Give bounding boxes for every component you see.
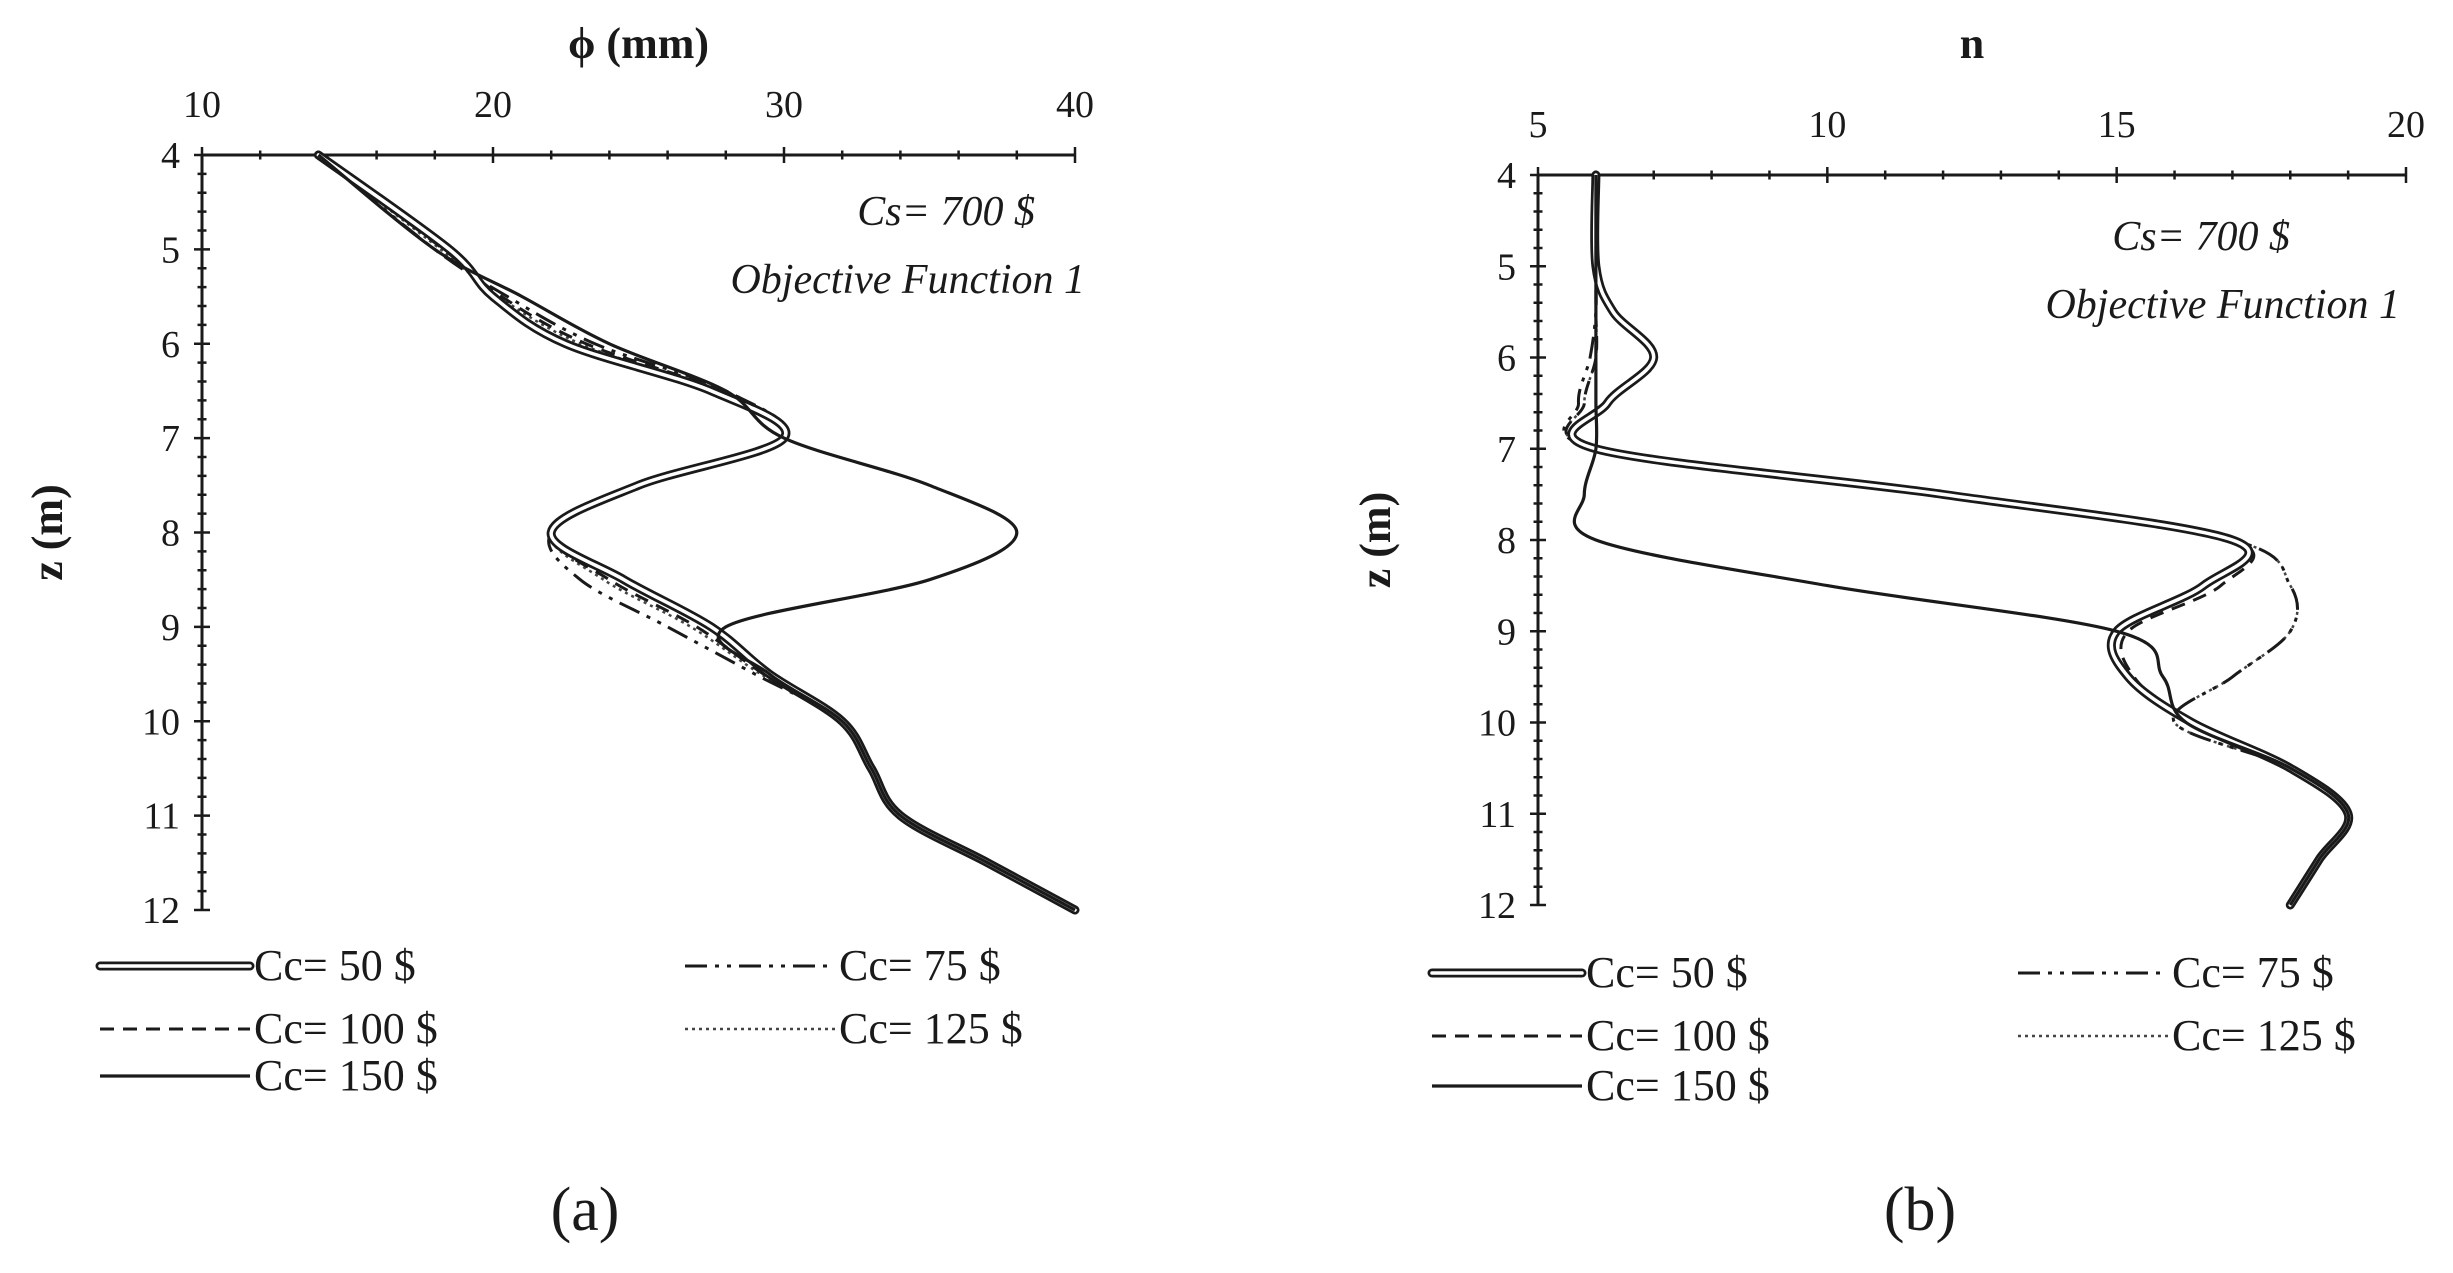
chartb-legend-label-cc50: Cc= 50 $	[1586, 948, 1748, 997]
charta-series-cc150	[317, 153, 1076, 912]
charta-legend-label-cc75: Cc= 75 $	[839, 941, 1001, 990]
charta-y-tick-label: 9	[161, 607, 180, 649]
chartb-x-tick-label: 20	[2387, 104, 2425, 146]
chartb-y-tick-label: 7	[1497, 429, 1516, 471]
charta-y-tick-label: 12	[142, 890, 180, 932]
chartb-series-cc150	[1572, 174, 2351, 906]
charta-x-axis-title: ϕ (mm)	[568, 19, 709, 68]
chartb-legend-label-cc100: Cc= 100 $	[1586, 1011, 1770, 1060]
charta-legend-label-cc100: Cc= 100 $	[254, 1004, 438, 1053]
charta-y-tick-label: 4	[161, 135, 180, 177]
charta-legend-label-cc150: Cc= 150 $	[254, 1051, 438, 1100]
chartb-y-tick-label: 6	[1497, 338, 1516, 380]
charta-x-tick-label: 40	[1056, 84, 1094, 126]
charta-annotation-objective: Objective Function 1	[730, 257, 1085, 303]
charta-panel-label: (a)	[551, 1176, 620, 1244]
charta-y-axis-title: z (m)	[23, 484, 72, 581]
charta-x-tick-label: 20	[474, 84, 512, 126]
chartb-annotation-objective: Objective Function 1	[2045, 282, 2400, 328]
chartb-y-tick-label: 9	[1497, 611, 1516, 653]
charta-y-tick-label: 5	[161, 229, 180, 271]
charta-x-tick-label: 30	[765, 84, 803, 126]
chartb-annotation-cost: Cs= 700 $	[2112, 214, 2290, 260]
charta-y-tick-label: 10	[142, 701, 180, 743]
chartb-x-tick-label: 10	[1808, 104, 1846, 146]
chartb-x-tick-label: 15	[2098, 104, 2136, 146]
charta-y-tick-label: 7	[161, 418, 180, 460]
chartb-legend-label-cc125: Cc= 125 $	[2172, 1011, 2356, 1060]
charta-legend-label-cc125: Cc= 125 $	[839, 1004, 1023, 1053]
chartb-y-tick-label: 12	[1478, 885, 1516, 927]
chartb-y-tick-label: 10	[1478, 703, 1516, 745]
charta-y-tick-label: 8	[161, 513, 180, 555]
chartb-panel-label: (b)	[1884, 1176, 1956, 1244]
chartb-series-cc75	[1562, 174, 2351, 906]
charta-y-tick-label: 11	[143, 796, 180, 838]
chartb-x-tick-label: 5	[1529, 104, 1548, 146]
chartb-y-tick-label: 11	[1479, 794, 1516, 836]
charta-legend-label-cc50: Cc= 50 $	[254, 941, 416, 990]
charta-x-tick-label: 10	[183, 84, 221, 126]
chartb-legend-label-cc150: Cc= 150 $	[1586, 1061, 1770, 1110]
chartb-y-tick-label: 8	[1497, 520, 1516, 562]
chartb-y-tick-label: 5	[1497, 246, 1516, 288]
chartb-x-axis-title: n	[1960, 19, 1984, 68]
chartb-legend-label-cc75: Cc= 75 $	[2172, 948, 2334, 997]
chartb-y-axis-title: z (m)	[1351, 492, 1400, 589]
chartb-y-tick-label: 4	[1497, 155, 1516, 197]
charta-y-tick-label: 6	[161, 324, 180, 366]
charta-annotation-cost: Cs= 700 $	[857, 189, 1035, 235]
